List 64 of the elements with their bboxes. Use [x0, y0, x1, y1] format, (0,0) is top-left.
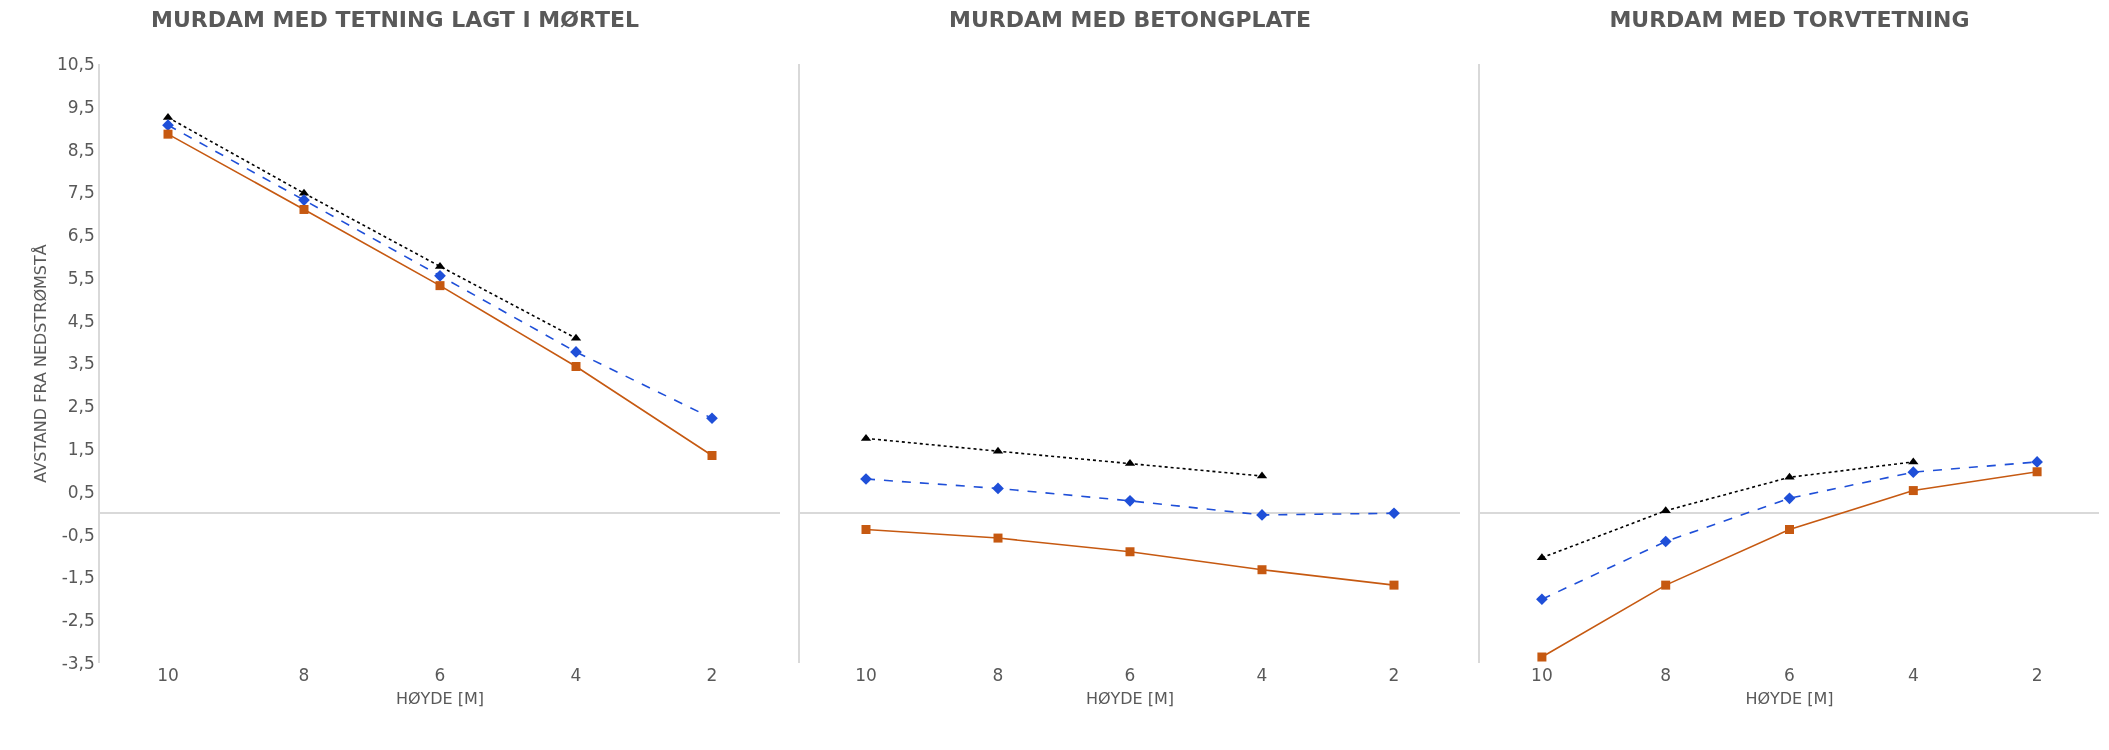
x-tick-label: 6 — [1124, 665, 1136, 685]
x-tick-label: 8 — [298, 665, 310, 685]
y-tick-label: 0,5 — [67, 481, 95, 502]
y-tick-label: 1,5 — [67, 439, 95, 460]
point — [707, 450, 717, 460]
chart-title: MURDAM MED BETONGPLATE — [949, 6, 1311, 32]
point — [1784, 472, 1795, 480]
point — [1908, 457, 1919, 465]
point — [1125, 547, 1135, 557]
y-tick-label: 8,5 — [67, 139, 95, 160]
point — [571, 362, 581, 371]
x-tick-label: 4 — [1256, 665, 1268, 685]
point — [1537, 652, 1547, 662]
x-tick-label: 10 — [855, 665, 877, 685]
chart-title: MURDAM MED TETNING LAGT I MØRTEL — [151, 6, 639, 32]
point — [434, 269, 446, 282]
y-tick-label: -2,5 — [61, 610, 95, 631]
x-tick-label: 8 — [992, 665, 1004, 685]
x-tick-label: 6 — [434, 665, 446, 685]
x-tick-label: 4 — [570, 665, 582, 685]
point — [2032, 467, 2042, 477]
y-tick-label: 5,5 — [67, 267, 95, 288]
y-tick-label: 6,5 — [67, 225, 95, 246]
x-tick-label: 2 — [2031, 665, 2043, 685]
chart-title: MURDAM MED TORVTETNING — [1609, 6, 1970, 32]
y-tick-label: -3,5 — [61, 652, 95, 673]
x-tick-label: 10 — [157, 665, 179, 685]
point — [861, 525, 871, 535]
point — [1388, 507, 1400, 520]
y-tick-label: 3,5 — [67, 353, 95, 374]
point — [1908, 486, 1918, 496]
x-tick-label: 8 — [1660, 665, 1672, 685]
point — [1661, 580, 1671, 590]
x-tick-label: 4 — [1907, 665, 1919, 685]
y-tick-label: 4,5 — [67, 310, 95, 331]
point — [992, 482, 1004, 495]
point — [1536, 593, 1548, 606]
point — [299, 204, 309, 214]
point — [1124, 494, 1136, 507]
point — [1257, 565, 1267, 575]
point — [163, 129, 173, 139]
x-tick-label: 2 — [706, 665, 718, 685]
x-axis-title: HØYDE [M] — [395, 688, 485, 708]
point — [1783, 492, 1796, 505]
point — [2031, 456, 2043, 468]
x-axis-title: HØYDE [M] — [1085, 688, 1175, 708]
x-axis-title: HØYDE [M] — [1745, 688, 1834, 708]
point — [435, 281, 445, 291]
y-tick-label: 7,5 — [67, 182, 95, 203]
point — [1389, 580, 1399, 590]
y-tick-label: 10,5 — [56, 53, 95, 74]
y-tick-label: 2,5 — [67, 396, 95, 417]
y-tick-label: 9,5 — [67, 96, 95, 117]
point — [1785, 525, 1794, 535]
x-tick-label: 10 — [1531, 665, 1553, 685]
x-tick-label: 6 — [1784, 665, 1795, 685]
point — [1907, 466, 1920, 479]
y-axis-title: AVSTAND FRA NEDSTRØMSTÅ — [31, 244, 51, 483]
y-tick-label: -1,5 — [61, 567, 95, 588]
point — [1659, 535, 1672, 548]
y-tick-label: -0,5 — [61, 524, 95, 545]
x-tick-label: 2 — [1388, 665, 1400, 685]
point — [706, 412, 718, 425]
point — [993, 533, 1003, 543]
